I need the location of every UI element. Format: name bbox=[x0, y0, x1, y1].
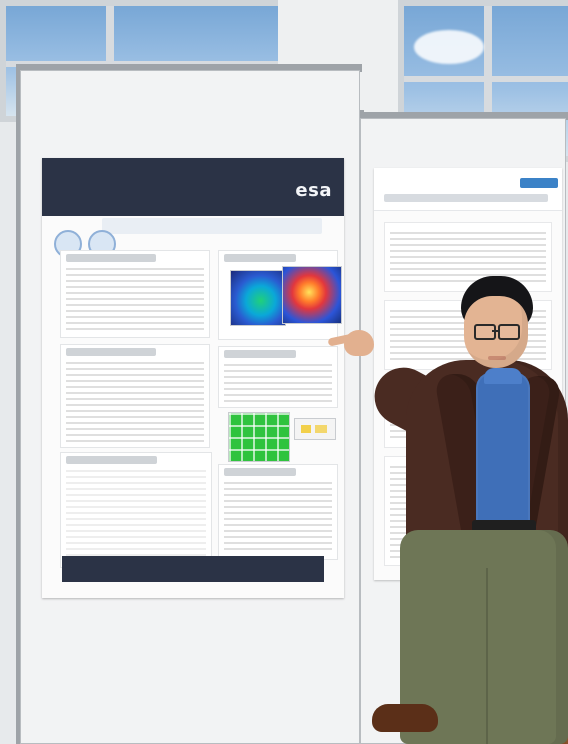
person-glasses bbox=[474, 324, 520, 340]
shoe bbox=[372, 704, 438, 732]
board-frame bbox=[358, 112, 568, 120]
poster-section bbox=[218, 464, 338, 560]
section-title-bar bbox=[224, 468, 296, 476]
poster-figure bbox=[60, 452, 212, 568]
poster-map-image bbox=[230, 270, 286, 326]
section-title-bar bbox=[224, 254, 296, 262]
person bbox=[327, 268, 568, 744]
cloud bbox=[414, 30, 484, 64]
poster-footer bbox=[62, 556, 324, 582]
section-title-bar bbox=[66, 348, 156, 356]
poster-right-logo bbox=[520, 178, 558, 188]
poster-section bbox=[218, 346, 338, 408]
text-block bbox=[66, 470, 206, 562]
pants-seam bbox=[486, 568, 488, 744]
poster-mini-chart bbox=[294, 418, 336, 440]
glasses-bridge bbox=[492, 330, 498, 332]
board-frame bbox=[16, 64, 362, 72]
poster-map-image bbox=[282, 266, 342, 324]
text-block bbox=[224, 364, 332, 402]
glasses-lens bbox=[498, 324, 520, 340]
poster-left: esa bbox=[42, 158, 344, 598]
poster-logo-esa: esa bbox=[295, 180, 332, 201]
text-block bbox=[66, 362, 204, 442]
poster-title-bar bbox=[102, 218, 322, 234]
text-block bbox=[390, 232, 546, 286]
text-block bbox=[224, 482, 332, 554]
person-belt bbox=[472, 520, 536, 532]
poster-header: esa bbox=[42, 158, 344, 216]
window-mullion bbox=[404, 76, 568, 82]
section-title-bar bbox=[66, 254, 156, 262]
text-block bbox=[66, 268, 204, 332]
poster-grid-image bbox=[228, 412, 290, 462]
section-title-bar bbox=[224, 350, 296, 358]
person-mouth bbox=[488, 356, 506, 360]
section-title-bar bbox=[66, 456, 158, 464]
shirt-collar bbox=[484, 368, 522, 384]
poster-right-block bbox=[384, 222, 552, 292]
poster-right-header bbox=[374, 168, 562, 211]
poster-section bbox=[60, 344, 210, 448]
poster-right-title-bar bbox=[384, 194, 548, 202]
poster-section bbox=[60, 250, 210, 338]
glasses-lens bbox=[474, 324, 496, 340]
